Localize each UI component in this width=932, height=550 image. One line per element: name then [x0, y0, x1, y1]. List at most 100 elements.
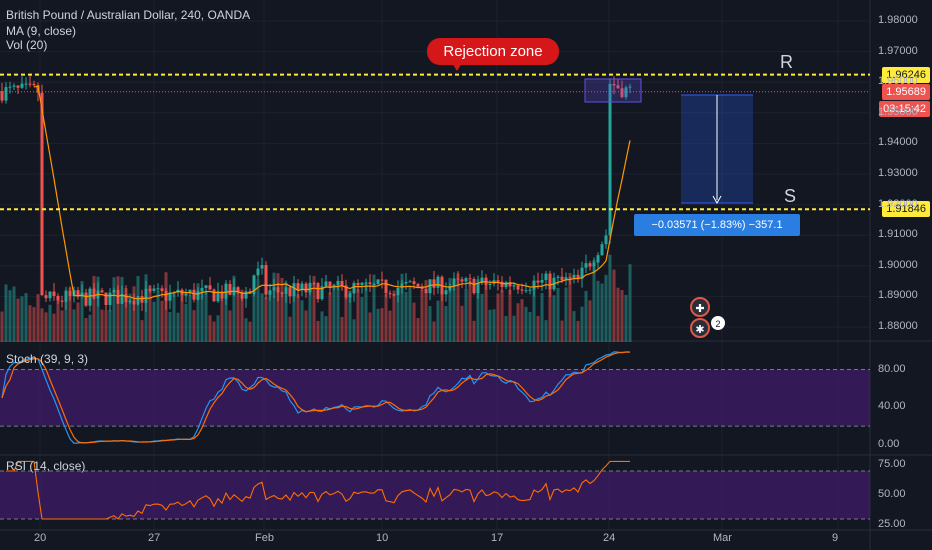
candle-body: [584, 263, 588, 268]
volume-bar: [540, 293, 544, 342]
price-tick-label: 1.91000: [878, 228, 918, 241]
candle-body: [384, 279, 388, 294]
flag-au-icon[interactable]: ✱: [690, 318, 710, 338]
time-tick-label: 20: [34, 532, 47, 544]
candle-body: [588, 263, 592, 267]
volume-bar: [280, 277, 284, 342]
volume-bar: [592, 259, 596, 342]
candle-body: [8, 86, 12, 88]
volume-bar: [48, 304, 52, 342]
volume-bar: [384, 294, 388, 342]
candle-body: [300, 283, 304, 290]
candle-body: [124, 294, 128, 303]
volume-bar: [424, 280, 428, 342]
volume-bar: [4, 284, 8, 342]
price-tick-label: 1.94000: [878, 136, 918, 149]
volume-bar: [36, 294, 40, 342]
measure-readout: −0.03571 (−1.83%) −357.1: [634, 214, 800, 236]
volume-bar: [272, 272, 276, 342]
rejection-box: [584, 78, 642, 103]
volume-bar: [268, 290, 272, 342]
volume-bar: [400, 273, 404, 342]
volume-bar: [448, 277, 452, 342]
price-tick-label: 1.98000: [878, 14, 918, 26]
stoch-d-line: [1, 351, 630, 444]
volume-bar: [136, 276, 140, 342]
candle-body: [516, 285, 520, 290]
volume-bar: [100, 309, 104, 342]
volume-bar: [576, 320, 580, 342]
volume-bar: [368, 312, 372, 342]
time-tick-label: 24: [603, 532, 616, 544]
volume-bar: [248, 321, 252, 342]
volume-bar: [608, 254, 612, 342]
candle-body: [428, 279, 432, 294]
candle-body: [604, 235, 608, 245]
candle-body: [444, 290, 448, 295]
volume-bar: [124, 288, 128, 342]
candle-body: [464, 278, 468, 282]
flag-uk-icon[interactable]: ✚: [690, 297, 710, 317]
candle-body: [4, 87, 8, 101]
candle-body: [196, 291, 200, 300]
candle-body: [360, 282, 364, 286]
volume-bar: [72, 309, 76, 342]
volume-bar: [452, 278, 456, 342]
volume-bar: [20, 296, 24, 342]
event-count-badge: 2: [711, 316, 725, 330]
volume-bar: [176, 312, 180, 342]
volume-bar: [32, 307, 36, 342]
candle-body: [388, 293, 392, 295]
volume-bar: [236, 291, 240, 342]
candle-body: [152, 288, 156, 291]
candle-body: [104, 292, 108, 305]
volume-bar: [496, 293, 500, 342]
volume-bar: [96, 276, 100, 342]
volume-bar: [604, 274, 608, 342]
candle-body: [260, 265, 264, 269]
volume-bar: [408, 285, 412, 342]
volume-bar: [556, 287, 560, 342]
volume-bar: [536, 315, 540, 342]
volume-bar: [376, 308, 380, 342]
volume-bar: [24, 293, 28, 342]
candle-body: [520, 289, 524, 291]
candle-body: [108, 292, 112, 305]
volume-bar: [596, 280, 600, 342]
resistance-label: R: [780, 52, 793, 72]
candle-body: [52, 291, 56, 296]
volume-bar: [588, 300, 592, 342]
candle-body: [368, 282, 372, 285]
volume-bar: [420, 290, 424, 342]
volume-bar: [128, 293, 132, 342]
candle-body: [532, 280, 536, 290]
volume-bar: [484, 284, 488, 342]
volume-bar: [260, 293, 264, 342]
volume-bar: [56, 300, 60, 342]
volume-bar: [92, 275, 96, 342]
time-tick-label: 9: [832, 532, 839, 544]
current-price-badge: 1.95689: [882, 84, 930, 100]
volume-bar: [232, 275, 236, 342]
measure-tool[interactable]: [681, 94, 753, 205]
candle-body: [500, 281, 504, 288]
candle-body: [580, 267, 584, 279]
candle-body: [168, 292, 172, 301]
candle-body: [100, 290, 104, 293]
volume-bar: [64, 290, 68, 342]
candle-body: [364, 282, 368, 284]
candle-body: [272, 287, 276, 291]
volume-bar: [276, 273, 280, 342]
price-tick-label: 1.96000: [878, 75, 918, 88]
volume-bar: [296, 293, 300, 342]
volume-bar: [244, 318, 248, 342]
volume-bar: [488, 309, 492, 342]
rejection-zone-label[interactable]: Rejection zone: [427, 38, 559, 65]
volume-bar: [380, 308, 384, 342]
candle-body: [192, 289, 196, 300]
candle-body: [452, 278, 456, 287]
candle-body: [56, 295, 60, 301]
price-tick-label: 1.89000: [878, 289, 918, 302]
